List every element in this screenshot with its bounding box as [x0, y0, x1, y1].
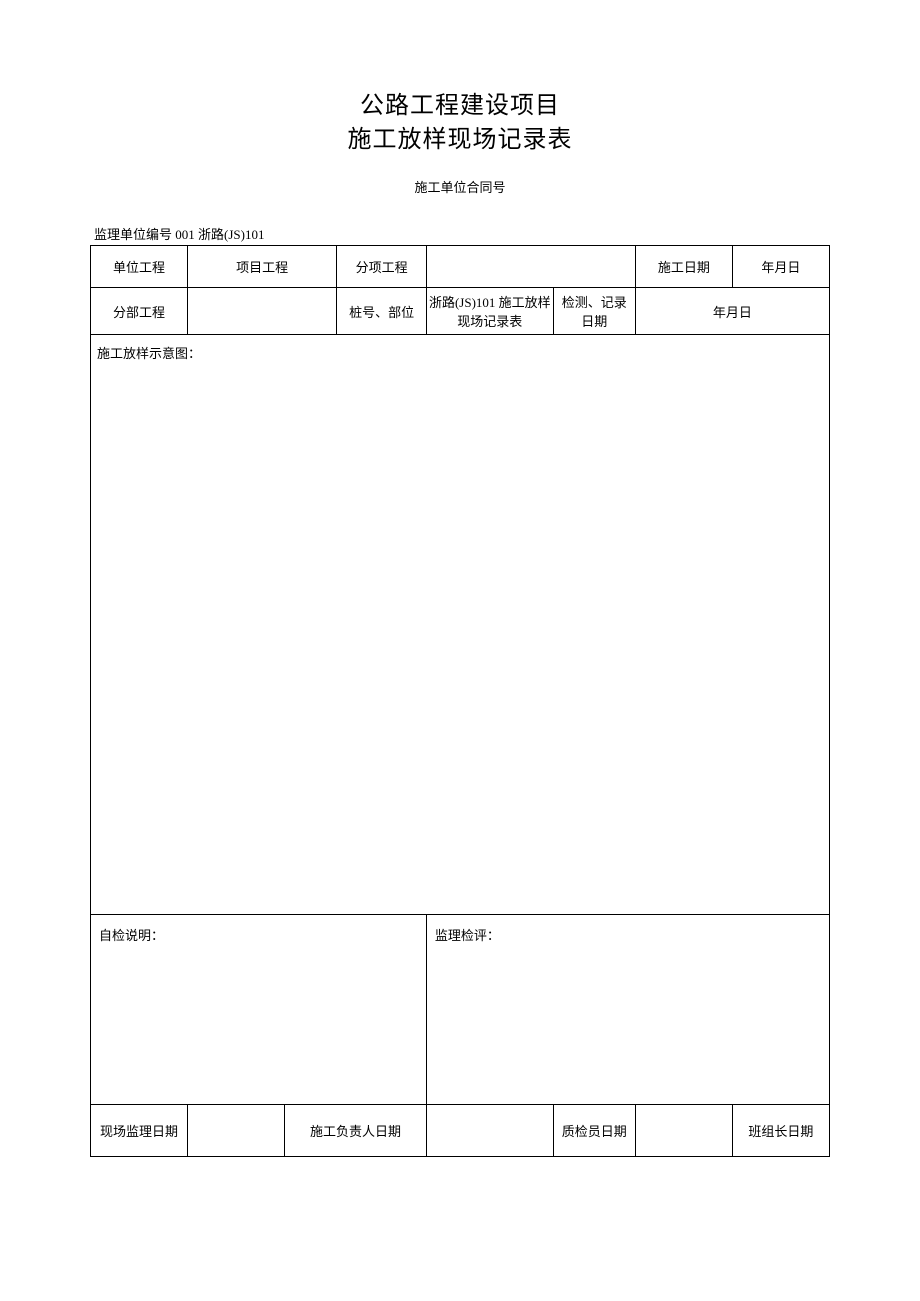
header-row-2: 分部工程 桩号、部位 浙路(JS)101 施工放样现场记录表 检测、记录日期 年…: [91, 288, 830, 335]
cell-blank-1: [426, 246, 635, 288]
record-form-table: 单位工程 项目工程 分项工程 施工日期 年月日 分部工程 桩号、部位 浙路(JS…: [90, 245, 830, 1157]
header-row-1: 单位工程 项目工程 分项工程 施工日期 年月日: [91, 246, 830, 288]
supervisor-number-label: 监理单位编号 001 浙路(JS)101: [90, 224, 830, 243]
cell-blank-2: [188, 288, 337, 335]
cell-supervision-review: 监理检评：: [426, 915, 829, 1105]
cell-date-placeholder-1: 年月日: [732, 246, 829, 288]
cell-site-supervisor-date-label: 现场监理日期: [91, 1105, 188, 1157]
document-title-block: 公路工程建设项目 施工放样现场记录表: [90, 90, 830, 157]
cell-qc-date-label: 质检员日期: [553, 1105, 635, 1157]
cell-unit-project: 单位工程: [91, 246, 188, 288]
cell-branch-project: 分部工程: [91, 288, 188, 335]
cell-item-project: 项目工程: [188, 246, 337, 288]
cell-construction-date-label: 施工日期: [635, 246, 732, 288]
cell-site-supervisor-date-value: [188, 1105, 285, 1157]
cell-date-placeholder-2: 年月日: [635, 288, 829, 335]
title-line-2: 施工放样现场记录表: [90, 124, 830, 158]
cell-qc-date-value: [635, 1105, 732, 1157]
cell-diagram-area: 施工放样示意图：: [91, 335, 830, 915]
cell-construction-lead-date-value: [426, 1105, 553, 1157]
contract-label: 施工单位合同号: [90, 177, 830, 196]
cell-pile-position: 桩号、部位: [337, 288, 427, 335]
cell-self-check: 自检说明：: [91, 915, 427, 1105]
cell-construction-lead-date-label: 施工负责人日期: [285, 1105, 427, 1157]
cell-sub-item: 分项工程: [337, 246, 427, 288]
review-row: 自检说明： 监理检评：: [91, 915, 830, 1105]
cell-form-name: 浙路(JS)101 施工放样现场记录表: [426, 288, 553, 335]
title-line-1: 公路工程建设项目: [90, 90, 830, 124]
cell-team-lead-date-label: 班组长日期: [732, 1105, 829, 1157]
diagram-row: 施工放样示意图：: [91, 335, 830, 915]
signature-row: 现场监理日期 施工负责人日期 质检员日期 班组长日期: [91, 1105, 830, 1157]
cell-inspect-date-label: 检测、记录日期: [553, 288, 635, 335]
